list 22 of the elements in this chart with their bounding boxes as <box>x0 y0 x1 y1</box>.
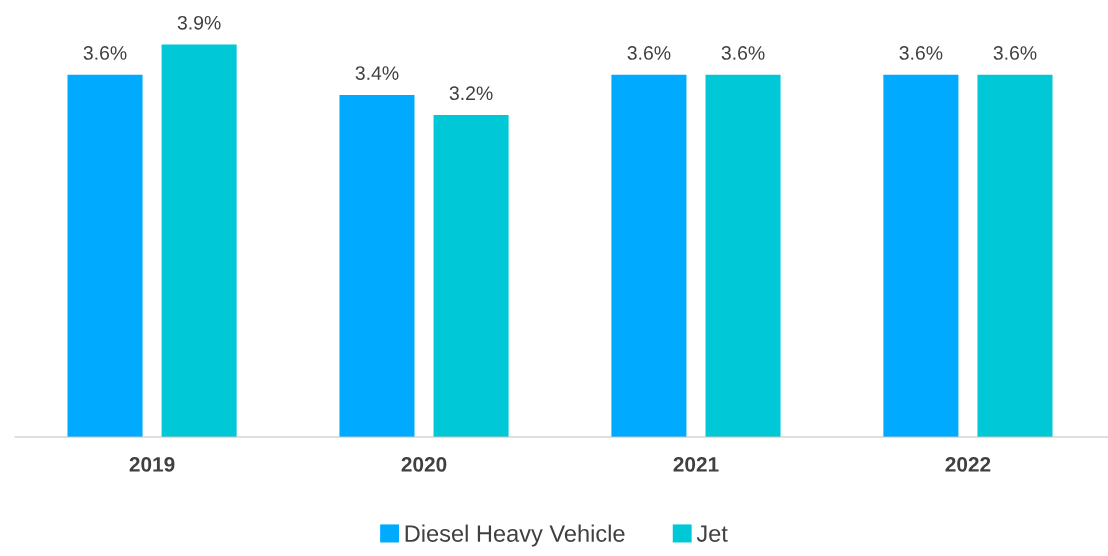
data-label: 3.2% <box>449 86 493 101</box>
legend-label: Jet <box>696 525 728 542</box>
x-tick-label: 2020 <box>401 456 447 472</box>
bar <box>611 74 687 437</box>
data-label: 3.6% <box>627 46 671 60</box>
bar <box>161 44 237 437</box>
data-label: 3.6% <box>721 46 765 60</box>
bar <box>339 94 415 437</box>
data-label: 3.4% <box>355 66 399 80</box>
legend-label: Diesel Heavy Vehicle <box>405 524 625 547</box>
bar <box>883 74 959 437</box>
x-tick-label: 2021 <box>673 456 719 472</box>
data-label: 3.6% <box>83 46 127 60</box>
bar <box>67 74 143 437</box>
data-label: 3.6% <box>899 46 943 60</box>
bar <box>705 74 781 437</box>
bar <box>977 74 1053 437</box>
data-label: 3.6% <box>993 46 1037 60</box>
bar <box>433 115 509 437</box>
x-tick-label: 2019 <box>129 456 175 472</box>
x-tick-label: 2022 <box>945 456 991 472</box>
data-label: 3.9% <box>177 15 221 30</box>
